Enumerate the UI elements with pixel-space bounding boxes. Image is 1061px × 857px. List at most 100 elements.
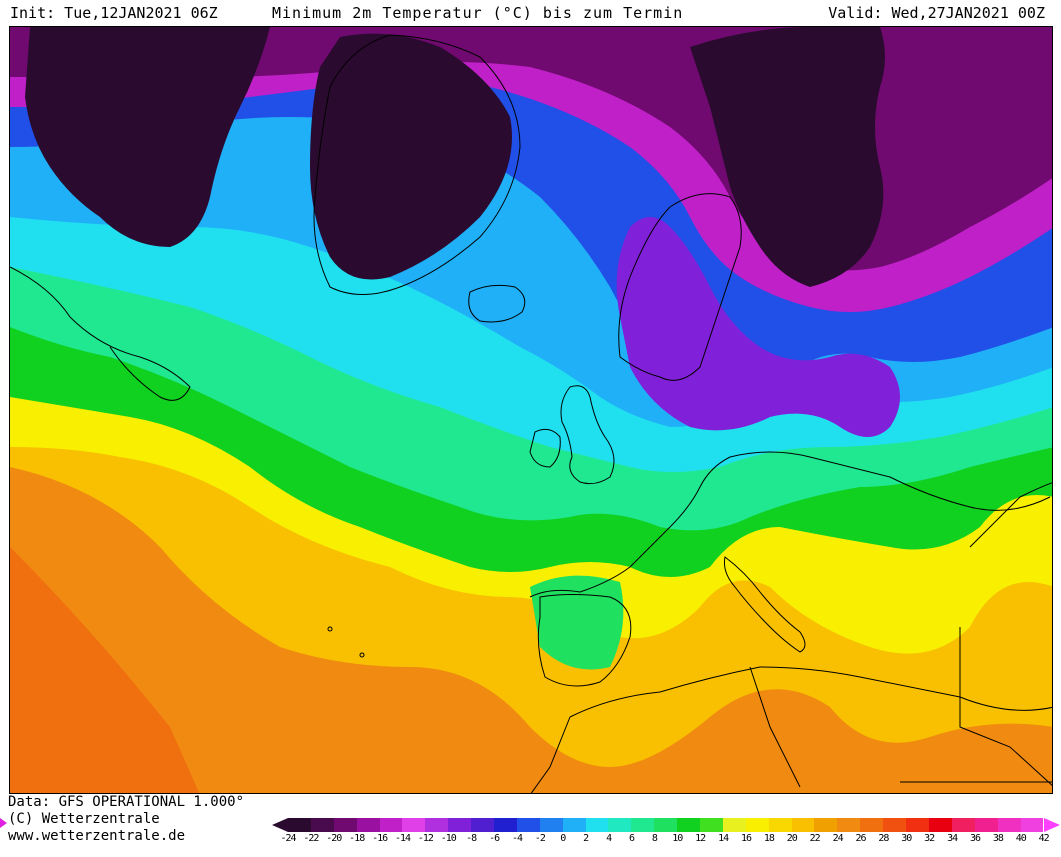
legend-tick-label: 14 [718,833,729,844]
legend-swatch [974,818,998,832]
legend-swatch [494,818,517,832]
legend-tick-label: 22 [809,833,821,844]
legend-tick-label: -8 [466,833,477,844]
coastline-middle-east [969,482,1052,548]
coastline-italy [724,556,806,653]
color-legend: -24 -22 -20 -18 -16 -14 -12 -10 -8 -6 -4 -2 0 2 4 6 8 10 1… [272,818,1060,856]
coastline-scandinavia [618,193,742,381]
legend-swatch [516,818,540,832]
legend-tick-label: 24 [832,833,844,844]
legend-tick-label: -10 [440,833,457,844]
temperature-map-canvas [10,27,1052,793]
temperature-map[interactable] [9,26,1053,794]
legend-tick-label: -4 [511,833,523,844]
legend-swatch [860,818,884,832]
legend-swatch [745,818,769,832]
legend-swatch [310,818,334,832]
website-link[interactable]: www.wetterzentrale.de [8,828,186,844]
legend-swatch [814,818,838,832]
border-africa-3 [530,716,571,793]
valid-time-label: Valid: Wed,27JAN2021 00Z [828,4,1045,22]
legend-swatch [471,818,495,832]
legend-tick-label: -6 [489,833,500,844]
legend-swatch [585,818,609,832]
legend-swatch [768,818,792,832]
coastline-iberia [537,594,632,687]
legend-swatch [608,818,632,832]
legend-tick-label: 34 [947,833,958,844]
legend-tick-label: 26 [855,833,866,844]
legend-min-arrow-icon [272,818,288,832]
island-madeira [359,652,365,658]
band-violet [616,217,900,437]
legend-swatch [288,818,311,832]
legend-tick-label: -24 [280,833,296,844]
legend-swatch [997,818,1021,832]
border-africa-2 [959,627,1052,786]
legend-swatch [379,818,403,832]
legend-swatch [654,818,678,832]
legend-tick-label: 8 [651,833,658,844]
legend-tick-label: 4 [606,833,612,844]
legend-swatch [448,818,472,832]
legend-swatch [1020,818,1044,832]
russia-deep-cold [690,27,885,287]
legend-tick-label: 32 [924,833,935,844]
legend-tick-label: 2 [583,833,589,844]
coastline-britain [560,385,615,485]
iberia-green [530,575,624,670]
data-source-label: Data: GFS OPERATIONAL 1.000° [8,794,245,810]
map-title: Minimum 2m Temperatur (°C) bis zum Termi… [272,4,684,22]
legend-tick-label: 12 [695,833,706,844]
legend-swatch [425,818,449,832]
legend-color-bar [288,818,1044,832]
legend-tick-label: -14 [394,833,411,844]
legend-tick-label: 16 [740,833,752,844]
coastline-greenland [313,34,521,295]
map-header: Init: Tue,12JAN2021 06Z Minimum 2m Tempe… [0,0,1061,26]
init-time-label: Init: Tue,12JAN2021 06Z [10,4,218,22]
footer-credits: Data: GFS OPERATIONAL 1.000° (C) Wetterz… [8,794,244,845]
legend-tick-label: 36 [969,833,981,844]
legend-tick-label: 20 [786,833,798,844]
legend-swatch [539,818,563,832]
legend-tick-label: -16 [372,833,388,844]
legend-max-arrow-icon [1043,818,1060,832]
legend-swatch [722,818,746,832]
canada-deep-cold [25,27,270,247]
legend-swatch [951,818,975,832]
legend-swatch [791,818,815,832]
band-dark-orange [10,547,200,793]
legend-swatch [928,818,952,832]
coastline-ireland [529,428,561,468]
coastline-canada [10,266,191,401]
legend-tick-label: 30 [901,833,912,844]
legend-swatch [333,818,357,832]
border-africa-1 [749,666,801,788]
legend-tick-label: 38 [992,833,1004,844]
legend-swatch [677,818,701,832]
coastline-iceland [468,284,526,323]
legend-tick-label: 28 [878,833,889,844]
legend-tick-label: 40 [1015,833,1027,844]
legend-swatch [906,818,929,832]
legend-tick-label: -18 [349,833,365,844]
copyright-label: (C) Wetterzentrale [8,811,160,827]
greenland-deep-cold [310,33,512,280]
legend-tick-label: 42 [1038,833,1050,844]
legend-swatch [837,818,861,832]
legend-tick-label: -20 [326,833,342,844]
island-azores [327,626,333,632]
legend-tick-label: 10 [672,833,683,844]
legend-tick-label: -2 [534,833,546,844]
legend-swatch [356,818,380,832]
legend-tick-label: 0 [560,833,566,844]
coastline-europe [529,451,1051,598]
legend-tick-label: 6 [628,833,635,844]
legend-swatch [700,818,723,832]
legend-tick-label: -22 [303,833,319,844]
legend-swatch [402,818,426,832]
legend-tick-label: -12 [417,833,434,844]
legend-swatch [631,818,655,832]
pointer-triangle-icon [0,818,7,828]
